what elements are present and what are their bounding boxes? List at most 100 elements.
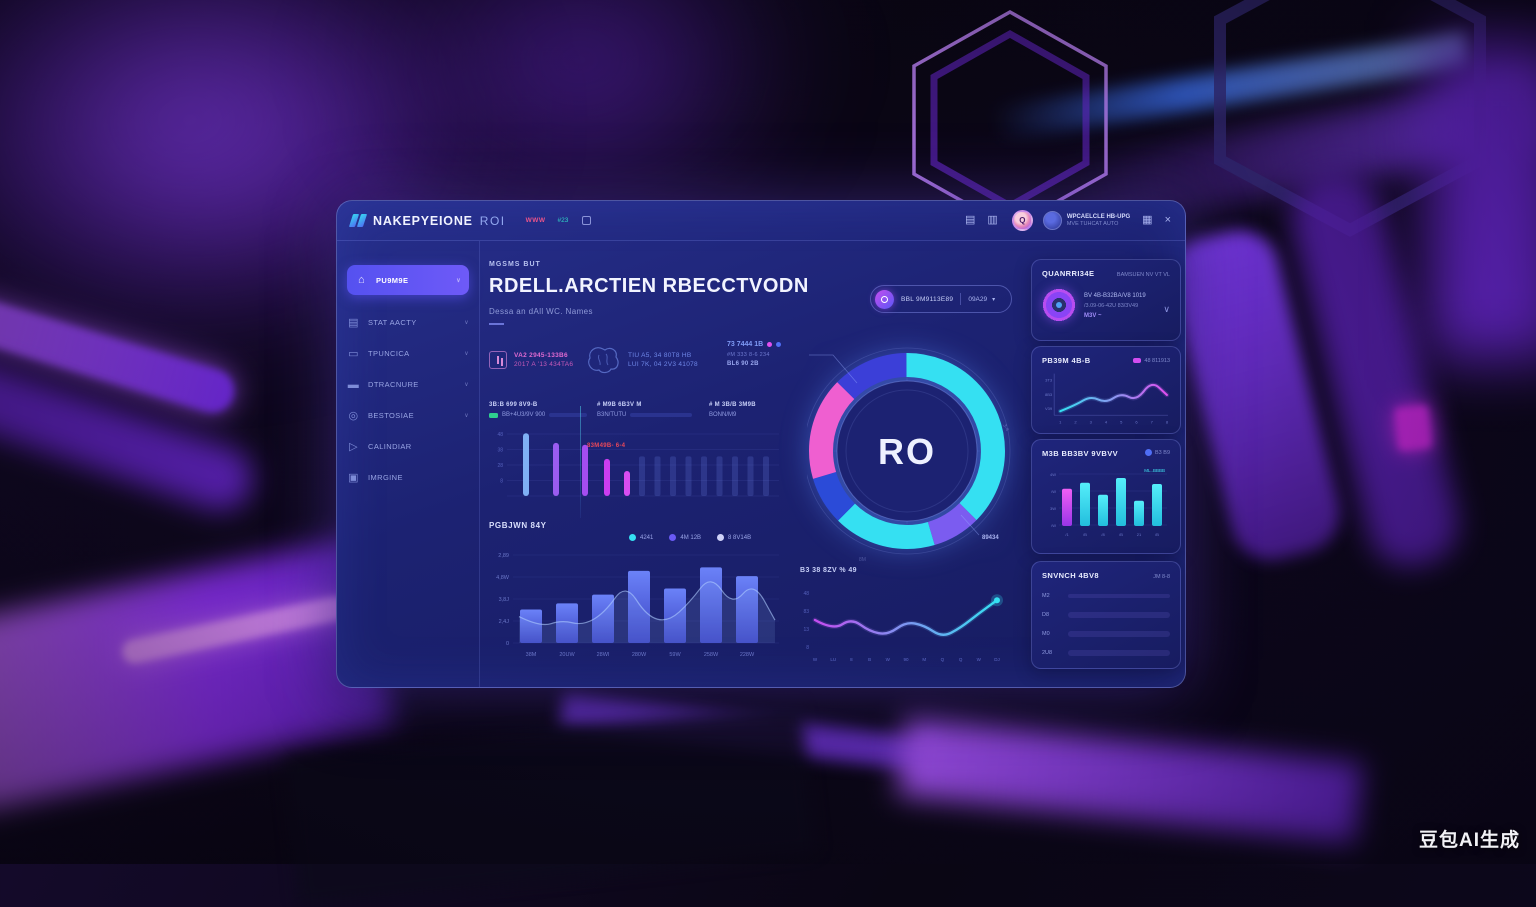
callout-dot-magenta <box>767 342 773 347</box>
svg-text:2,89: 2,89 <box>498 553 509 559</box>
svg-text:8: 8 <box>500 479 503 485</box>
svg-text:83: 83 <box>803 609 809 615</box>
svg-text:89434: 89434 <box>982 535 999 541</box>
columns-icon[interactable]: ▥ <box>987 214 998 226</box>
trend-card: PB39M 4B-B 48 811913 3T3 8B3 V39 1 2 3 4 5 6 7 8 <box>1031 346 1181 434</box>
summary-line2: /3.09-06-42U 83/3V49 <box>1084 302 1139 309</box>
donut-callout: 73 7444 1B #M 333 8-6 234 BL6 90 2B <box>727 341 782 367</box>
svg-text:3,8J: 3,8J <box>499 597 510 603</box>
card-line-chart: 3T3 8B3 V39 1 2 3 4 5 6 7 8 <box>1042 369 1170 427</box>
app-header: NAKEPYEIONE ROI WWW #23 ▤ ▥ Q WPCAELCLE … <box>337 201 1185 241</box>
svg-text:8B3: 8B3 <box>1045 392 1053 397</box>
disc-icon <box>1042 288 1076 322</box>
callout-title: 73 7444 1B <box>727 341 764 348</box>
summary-link[interactable]: M3V ~ <box>1084 312 1102 319</box>
roi-donut-chart: RO 89434 3-4 8M <box>803 329 1027 579</box>
layout-icon[interactable]: ▦ <box>1142 214 1153 226</box>
legend-dot <box>1133 358 1142 363</box>
card-icon: ▬ <box>347 378 360 391</box>
svg-text:48: 48 <box>803 591 809 597</box>
sidebar-item-stat-aacty[interactable]: ▤ STAT AACTY ∨ <box>347 307 469 338</box>
sidebar-item-dtracnure[interactable]: ▬ DTRACNURE ∨ <box>347 369 469 400</box>
sidebar-item-label: PU9M9E <box>376 275 409 285</box>
svg-text:38M: 38M <box>526 652 537 658</box>
engagement-bar-chart: 48 38 28 8 <box>489 424 784 519</box>
bg-square-magenta <box>1393 404 1433 452</box>
header-tag-pink[interactable]: WWW <box>525 217 546 224</box>
volume-legend: 4241 4M 12B 8 8V14B <box>629 534 751 541</box>
svg-text:B: B <box>868 657 871 662</box>
grid-view-icon[interactable]: ▤ <box>965 214 976 226</box>
trend-card-legend[interactable]: 48 811913 <box>1133 358 1170 364</box>
volume-chart-title: PGBJWN 84Y <box>489 521 547 530</box>
svg-text:/1: /1 <box>1065 532 1069 537</box>
volume-bar-chart: 2,89 4,8W 3,8J 2,4J 0 38M 20UW 28WI 280W 59W 258W 2… <box>489 543 781 665</box>
filter-icon <box>875 289 894 309</box>
avatar[interactable]: Q <box>1011 210 1033 231</box>
header-tag-teal[interactable]: #23 <box>557 217 569 224</box>
svg-text:3W: 3W <box>1050 506 1056 511</box>
svg-text:Q: Q <box>959 657 963 662</box>
stat-value: BONN/M9 <box>709 412 737 418</box>
legend-item[interactable]: 8 8V14B <box>717 534 751 541</box>
svg-text:M: M <box>922 657 926 662</box>
user-chip[interactable]: WPCAELCLE HB-UPG MVE TUHCAT AUTO <box>1042 211 1130 230</box>
bg-band-right-1 <box>1161 221 1349 569</box>
stats-row: 3B:B 699 8V9-B BB+4U3/9V 900 # M9B 6B3V … <box>489 402 799 418</box>
dot-icon <box>1145 449 1153 456</box>
bg-hexagon-dim <box>1214 0 1486 237</box>
progress-list: M2 D8 M0 2U8 <box>1042 593 1170 656</box>
svg-text:0: 0 <box>506 641 509 647</box>
sidebar-item-label: IMRGINE <box>368 473 403 482</box>
progress-track <box>1068 650 1170 656</box>
svg-text:90: 90 <box>903 657 909 662</box>
svg-text:V39: V39 <box>1045 406 1053 411</box>
svg-text:258W: 258W <box>704 652 719 658</box>
close-icon[interactable]: × <box>1164 214 1171 226</box>
bg-arc-left-1 <box>0 285 240 419</box>
info-item-2: TIU A5, 34 80T8 HB LUI 7K, 04 2V3 41078 <box>585 345 698 375</box>
sidebar: ⌂ PU9M9E ∨ ▤ STAT AACTY ∨ ▭ TPUNCICA ∨ ▬ DTRACNURE… <box>337 241 480 687</box>
svg-text:1: 1 <box>1059 419 1062 424</box>
summary-card: QUANRRI34E BAMSUEN NV VT VL BV 4B-B32BA/… <box>1031 259 1181 341</box>
chevron-down-icon[interactable]: ∨ <box>1163 304 1170 314</box>
sidebar-item-tpuncica[interactable]: ▭ TPUNCICA ∨ <box>347 338 469 369</box>
send-icon: ▷ <box>349 441 358 453</box>
svg-text:7: 7 <box>1151 419 1154 424</box>
svg-text:13: 13 <box>803 627 809 633</box>
app-logo-icon[interactable] <box>348 214 368 227</box>
progress-label: 2U8 <box>1042 650 1053 656</box>
card-title: SNVNCH 4BV8 <box>1042 571 1099 580</box>
watermark: 豆包AI生成 <box>1418 830 1520 851</box>
page-subtitle: Dessa an dAll WC. Names <box>489 307 593 316</box>
svg-text:4: 4 <box>1105 419 1108 424</box>
legend-label: 48 811913 <box>1144 357 1170 364</box>
bg-glow-right-edge <box>1430 40 1536 360</box>
bg-streak-blue <box>990 32 1470 142</box>
svg-text:LU: LU <box>830 657 836 662</box>
sidebar-item-label: BESTOSIAE <box>368 411 414 420</box>
sidebar-item-calindiar[interactable]: ▷ CALINDIAR <box>347 431 469 462</box>
globe-icon: ◎ <box>348 410 359 422</box>
svg-text:DJ: DJ <box>994 657 1000 662</box>
progress-track <box>1068 612 1170 618</box>
bg-arc-left-2 <box>0 344 261 520</box>
sidebar-item-bestosiae[interactable]: ◎ BESTOSIAE ∨ <box>347 400 469 431</box>
svg-text:280W: 280W <box>632 652 647 658</box>
svg-text:3: 3 <box>1090 419 1093 424</box>
svg-text:28WI: 28WI <box>597 652 610 658</box>
filter-pill[interactable]: BBL 9M9113E89 09A29 ▾ <box>870 285 1012 313</box>
trend-line-chart: 48 83 13 8 W LU 8 B W 90 M Q Q W DJ <box>799 579 1011 664</box>
callout-line2: BL6 90 2B <box>727 361 759 367</box>
svg-text:3T3: 3T3 <box>1045 378 1053 383</box>
sidebar-item-imrgine[interactable]: ▣ IMRGINE <box>347 462 469 493</box>
sidebar-item-pu9m9e[interactable]: ⌂ PU9M9E ∨ <box>347 265 469 295</box>
subtitle-underline <box>489 323 504 325</box>
brand-suffix: ROI <box>479 213 506 228</box>
legend-dot <box>669 534 677 541</box>
legend-item[interactable]: 4241 <box>629 534 653 541</box>
chevron-down-icon: ∨ <box>464 382 469 388</box>
window-icon[interactable] <box>582 216 592 225</box>
legend-item[interactable]: 4M 12B <box>669 534 701 541</box>
filter-value[interactable]: 09A29 <box>968 295 988 303</box>
